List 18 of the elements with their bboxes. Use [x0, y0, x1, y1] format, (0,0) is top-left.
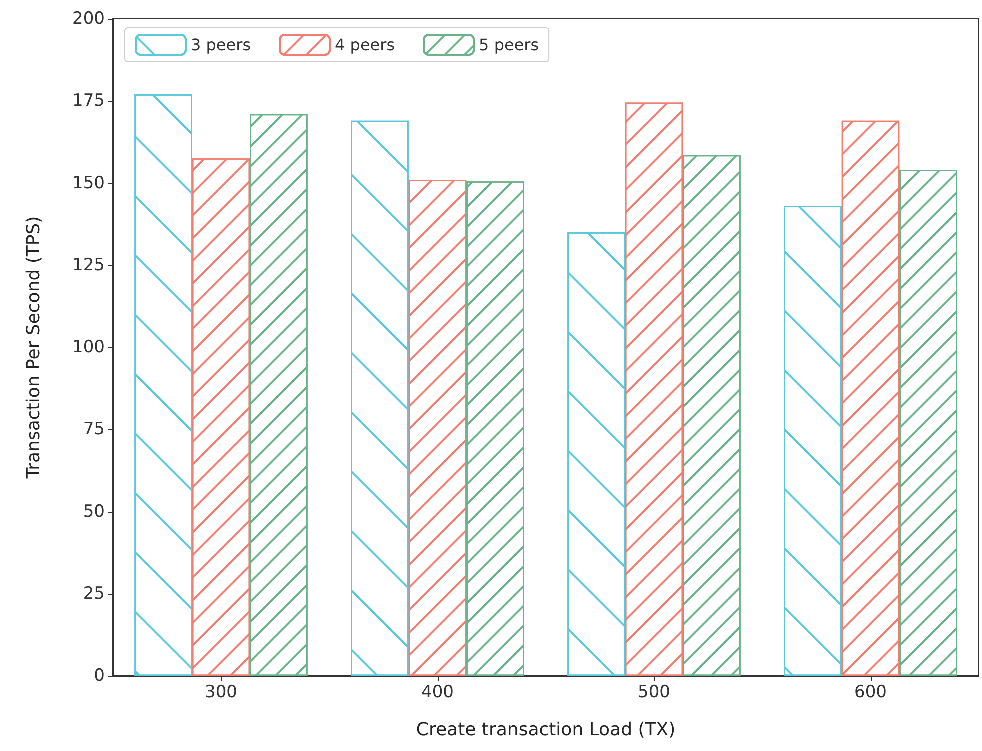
y-tick-label: 0: [94, 666, 105, 686]
legend-label: 4 peers: [335, 36, 396, 54]
y-tick-label: 50: [83, 502, 105, 522]
x-tick-label: 500: [638, 682, 670, 702]
y-axis-title: Transaction Per Second (TPS): [24, 216, 44, 480]
legend-label: 3 peers: [191, 36, 252, 54]
y-tick-label: 100: [72, 338, 105, 358]
legend-label: 5 peers: [479, 36, 540, 54]
x-tick-label: 300: [205, 682, 238, 702]
x-axis-title: Create transaction Load (TX): [416, 720, 676, 740]
y-tick-label: 150: [72, 173, 105, 194]
y-tick-label: 175: [72, 91, 105, 112]
y-tick-label: 125: [72, 255, 105, 276]
x-tick-label: 400: [422, 682, 454, 702]
y-tick-label: 25: [83, 584, 105, 604]
y-tick-label: 75: [83, 420, 105, 440]
y-tick-label: 200: [72, 9, 105, 29]
x-tick-label: 600: [854, 682, 887, 702]
